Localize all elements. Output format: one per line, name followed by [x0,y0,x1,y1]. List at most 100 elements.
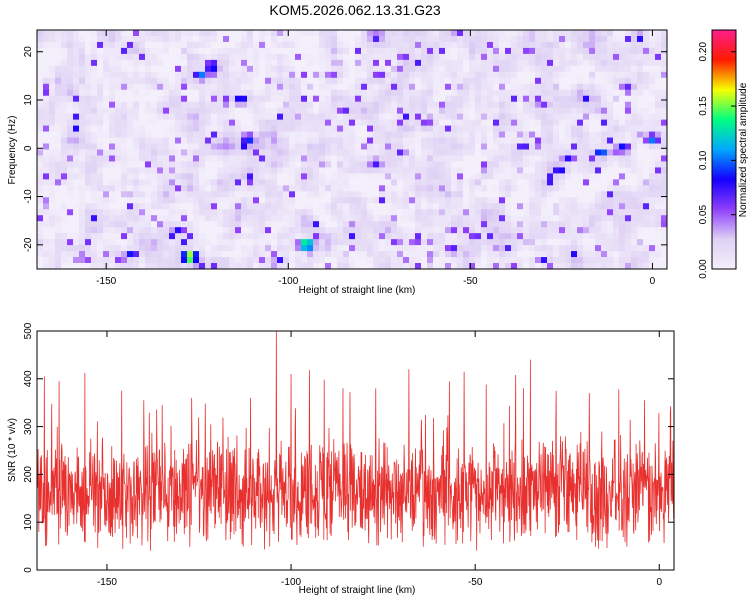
heatmap-cell [97,197,104,204]
heatmap-cell [547,251,554,258]
heatmap-cell [43,149,50,156]
heatmap-cell [91,149,98,156]
heatmap-cell [277,203,284,210]
heatmap-cell [139,209,146,216]
heatmap-cell [361,65,368,73]
heatmap-cell [139,155,146,162]
heatmap-cell [343,113,350,121]
heatmap-cell [241,125,248,132]
heatmap-cell [49,257,56,264]
heatmap-cell [487,101,494,109]
heatmap-cell [355,107,362,115]
heatmap-cell [547,263,554,269]
heatmap-cell [199,119,206,127]
heatmap-cell [73,239,80,246]
heatmap-cell [49,203,56,210]
heatmap-cell [157,77,164,85]
heatmap-cell [211,257,218,264]
heatmap-cell [43,47,50,55]
heatmap-cell [355,65,362,73]
heatmap-cell [43,209,50,216]
heatmap-cell [631,101,638,109]
heatmap-cell [307,245,314,252]
heatmap-cell [97,227,104,234]
heatmap-cell [331,227,338,234]
heatmap-cell [439,173,446,180]
heatmap-cell [61,119,68,127]
heatmap-cell [49,149,56,156]
heatmap-cell [55,77,62,85]
heatmap-cell [241,185,248,192]
heatmap-cell [55,257,62,264]
heatmap-cell [67,143,74,150]
heatmap-cell [595,251,602,258]
heatmap-cell [289,257,296,264]
heatmap-cell [49,41,56,49]
heatmap-cell [409,179,416,186]
heatmap-cell [181,185,188,192]
heatmap-cell [79,227,86,234]
heatmap-cell [535,137,542,144]
heatmap-cell [487,257,494,264]
heatmap-cell [205,125,212,132]
heatmap-cell [487,221,494,228]
heatmap-cell [475,191,482,198]
heatmap-cell [559,89,566,97]
heatmap-cell [331,191,338,198]
heatmap-cell [571,185,578,192]
heatmap-cell [427,155,434,162]
heatmap-cell [151,203,158,210]
heatmap-cell [343,89,350,97]
heatmap-cell [145,59,152,67]
heatmap-cell [535,161,542,168]
heatmap-cell [187,155,194,162]
heatmap-cell [589,95,596,103]
heatmap-cell [661,101,667,109]
heatmap-cell [565,107,572,115]
heatmap-cell [211,215,218,222]
heatmap-cell [343,125,350,132]
heatmap-cell [43,155,50,162]
heatmap-cell [277,95,284,103]
heatmap-cell [547,125,554,132]
heatmap-cell [301,167,308,174]
heatmap-cell [433,161,440,168]
heatmap-cell [223,107,230,115]
heatmap-cell [445,71,452,79]
heatmap-cell [331,245,338,252]
heatmap-cell [67,209,74,216]
heatmap-cell [529,167,536,174]
heatmap-cell [73,215,80,222]
heatmap-cell [151,131,158,138]
heatmap-cell [163,41,170,49]
heatmap-cell [205,197,212,204]
heatmap-cell [529,155,536,162]
heatmap-cell [331,209,338,216]
heatmap-cell [331,215,338,222]
heatmap-cell [361,35,368,43]
heatmap-cell [211,30,218,37]
heatmap-cell [199,227,206,234]
heatmap-cell [403,59,410,67]
heatmap-cell [241,83,248,91]
heatmap-cell [169,131,176,138]
heatmap-cell [103,35,110,43]
heatmap-cell [547,149,554,156]
heatmap-cell [259,143,266,150]
heatmap-cell [91,239,98,246]
heatmap-cell [367,251,374,258]
heatmap-cell [481,65,488,73]
heatmap-cell [655,89,662,97]
heatmap-cell [601,119,608,127]
heatmap-cell [403,47,410,55]
heatmap-cell [181,89,188,97]
colorbar: 0.000.050.100.150.20 Normalized spectral… [698,29,749,279]
heatmap-cell [571,113,578,121]
heatmap-cell [571,53,578,61]
heatmap-cell [313,119,320,127]
heatmap-cell [73,107,80,115]
heatmap-cell [199,239,206,246]
heatmap-cell [475,161,482,168]
spectrogram-frame [36,29,668,270]
heatmap-cell [451,77,458,85]
